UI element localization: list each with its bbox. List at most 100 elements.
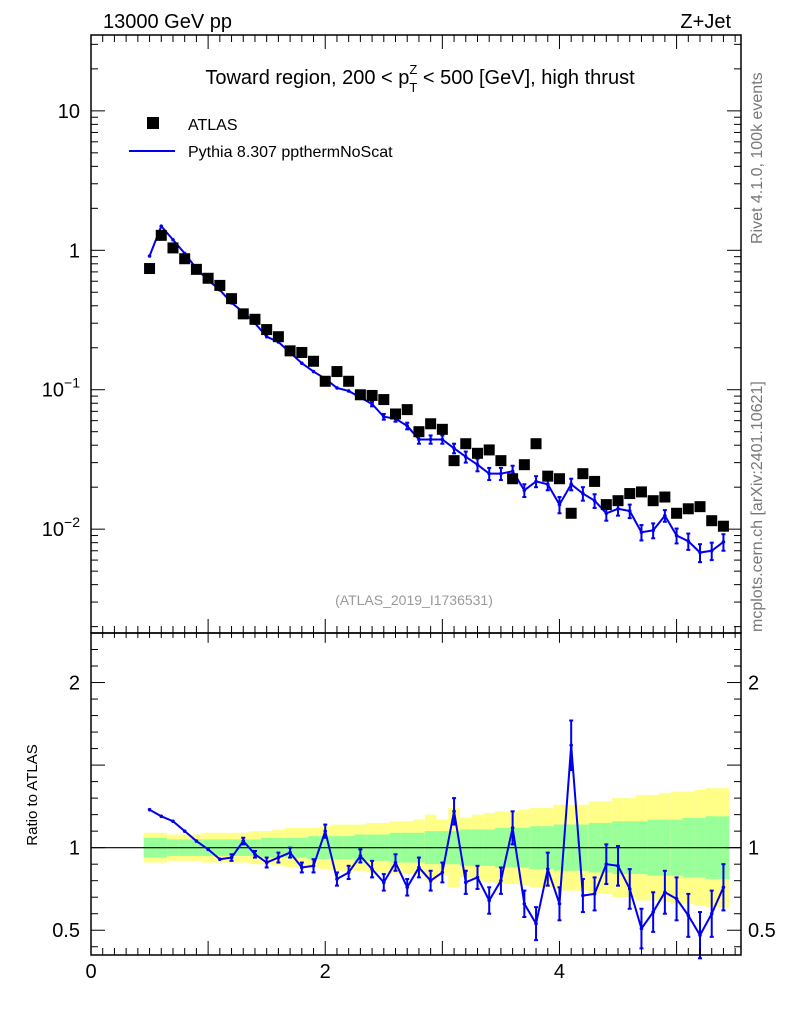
data-point: [542, 470, 554, 482]
mc-series-line: [148, 224, 725, 554]
ratio-point: [417, 865, 421, 870]
y-tick-label-main: 10: [58, 101, 80, 123]
x-tick-label: 0: [85, 961, 96, 983]
data-points: [144, 229, 729, 532]
data-point: [460, 438, 472, 450]
ratio-point: [487, 898, 491, 903]
ratio-y-axis-label: Ratio to ATLAS: [24, 744, 41, 845]
mc-point: [674, 533, 679, 538]
ratio-point: [358, 854, 363, 858]
data-point: [717, 520, 729, 532]
y-tick-label-ratio-right: 1: [748, 838, 759, 860]
ratio-point: [194, 839, 199, 843]
ratio-point: [229, 855, 234, 860]
mc-curve-main: [147, 224, 726, 564]
y-tick-label-ratio-left: 0.5: [52, 920, 80, 942]
mc-point: [545, 482, 550, 487]
x-tick-label: 4: [554, 961, 565, 983]
ratio-point: [440, 870, 445, 875]
ratio-point: [510, 826, 515, 830]
plot-title-sup: Z: [409, 62, 417, 77]
data-point: [319, 375, 331, 387]
mc-point: [335, 386, 339, 390]
mc-point: [452, 446, 456, 451]
data-point: [635, 486, 647, 498]
data-point: [378, 394, 390, 406]
y-tick-label-ratio-right: 0.5: [748, 920, 776, 942]
ratio-point: [405, 885, 410, 890]
ratio-point: [721, 885, 726, 890]
data-point: [589, 475, 601, 487]
data-point: [577, 468, 589, 480]
mc-point: [581, 491, 585, 496]
ratio-point: [534, 921, 538, 926]
mc-point: [557, 502, 562, 507]
data-point: [518, 459, 530, 471]
ratio-point: [522, 902, 527, 906]
mc-point: [651, 528, 655, 533]
mc-point: [709, 548, 714, 553]
ratio-point: [604, 862, 609, 866]
mc-point: [616, 506, 620, 511]
data-point: [308, 355, 320, 367]
mc-point: [381, 414, 386, 419]
y-tick-label-ratio-left: 1: [69, 838, 80, 860]
header-left-label: 13000 GeV pp: [103, 11, 232, 33]
mc-point: [686, 539, 691, 543]
data-point: [436, 423, 448, 435]
ratio-series-line: [149, 745, 725, 938]
mc-point: [522, 488, 527, 493]
plot-title-post: < 500 [GeV], high thrust: [417, 67, 635, 89]
mc-point: [463, 455, 468, 459]
ratio-point: [218, 857, 222, 862]
data-point: [284, 345, 296, 357]
ratio-point: [686, 913, 691, 918]
ratio-plot-frame: [90, 632, 742, 956]
data-point: [343, 375, 355, 387]
ratio-point: [311, 864, 316, 868]
analysis-reference: (ATLAS_2019_I1736531): [335, 592, 493, 608]
plot-title: Toward region, 200 < pZ T < 500 [GeV], hi…: [205, 62, 635, 95]
ratio-point: [581, 893, 585, 898]
mc-point: [721, 540, 726, 544]
mc-point: [510, 469, 515, 474]
mc-point: [440, 437, 445, 442]
data-point: [155, 229, 167, 241]
data-point: [706, 515, 718, 527]
ratio-point: [698, 933, 702, 937]
ratio-point: [159, 814, 164, 819]
mc-point: [428, 437, 433, 442]
ratio-point: [627, 887, 632, 891]
ratio-point: [475, 875, 480, 880]
data-point: [671, 507, 683, 519]
y-tick-label-main: 1: [69, 240, 80, 262]
mc-point: [639, 530, 644, 535]
mc-point: [487, 471, 491, 476]
mcplots-label: mcplots.cern.ch [arXiv:2401.10621]: [749, 381, 766, 632]
data-point: [272, 331, 284, 343]
data-point: [530, 438, 542, 450]
ratio-point: [335, 877, 339, 881]
data-point: [507, 473, 519, 485]
data-point: [296, 346, 308, 358]
ratio-point: [206, 847, 210, 852]
plot-title-pre: Toward region, 200 < p: [205, 67, 409, 89]
mc-point: [499, 471, 503, 476]
ratio-point: [288, 850, 292, 855]
data-point: [144, 263, 156, 275]
mc-point: [300, 361, 304, 365]
mc-point: [346, 389, 351, 393]
mc-point: [663, 513, 667, 518]
data-point: [179, 253, 191, 265]
mc-point: [604, 511, 609, 516]
ratio-point: [463, 880, 468, 885]
mc-point: [569, 482, 573, 487]
ratio-point: [428, 878, 433, 883]
data-point: [471, 447, 483, 459]
ratio-point: [346, 870, 351, 875]
ratio-point: [241, 839, 246, 843]
mc-point: [698, 550, 702, 555]
plot-title-sub: T: [409, 80, 417, 95]
mc-point: [311, 369, 316, 374]
